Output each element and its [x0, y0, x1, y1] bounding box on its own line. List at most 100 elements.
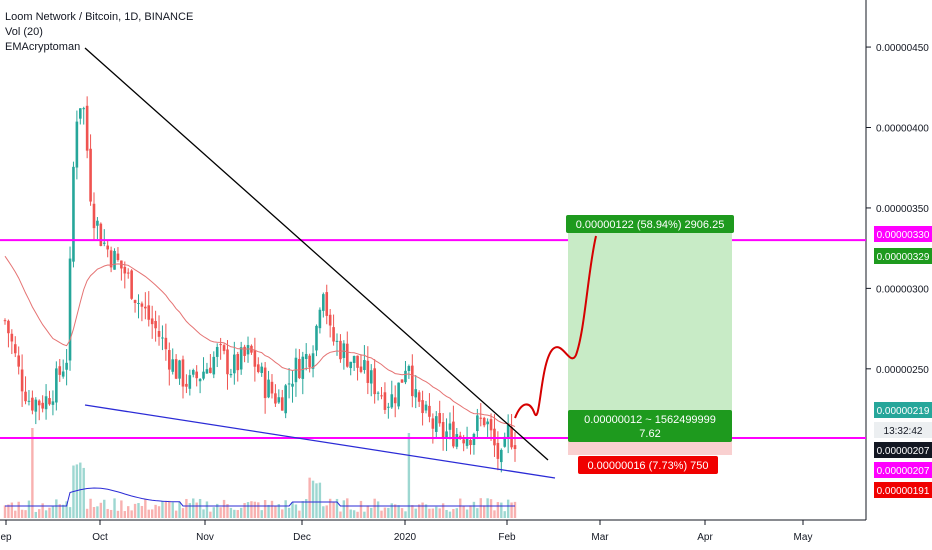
volume-bar	[394, 504, 397, 518]
candle-body	[366, 360, 370, 383]
candle-body	[322, 294, 325, 311]
candle-body	[75, 121, 79, 168]
candle-body	[188, 375, 192, 389]
volume-bar	[380, 510, 383, 518]
volume-bar	[503, 511, 506, 518]
candle-body	[44, 396, 48, 410]
candle-body	[387, 406, 390, 408]
candle-body	[113, 250, 116, 270]
volume-bar	[506, 499, 510, 518]
candle-body	[253, 349, 257, 367]
volume-bar	[452, 509, 455, 518]
volume-bar	[65, 501, 68, 518]
candle-body	[407, 366, 411, 371]
volume-bar	[219, 507, 222, 518]
mid-label-line1: 0.00000012 ~ 1562499999	[584, 414, 716, 426]
x-tick-label: 2020	[394, 532, 417, 543]
volume-bar	[161, 500, 164, 518]
volume-indicator-label[interactable]: Vol (20)	[5, 26, 43, 38]
profit-zone[interactable]	[568, 231, 732, 431]
volume-bar	[465, 509, 469, 518]
volume-bar	[339, 511, 342, 518]
candle-body	[287, 383, 291, 385]
projection-path[interactable]	[514, 235, 597, 419]
candle-body	[116, 253, 120, 260]
chart-legend: Loom Network / Bitcoin, 1D, BINANCE Vol …	[5, 10, 193, 55]
volume-bar	[229, 507, 233, 518]
volume-bar	[352, 510, 356, 518]
candle-body	[215, 346, 219, 357]
volume-bar	[459, 498, 462, 518]
volume-bar	[202, 509, 205, 518]
candle-body	[20, 369, 24, 392]
candle-body	[233, 354, 236, 374]
volume-bar	[356, 511, 359, 518]
candle-body	[3, 320, 7, 322]
volume-bar	[383, 507, 387, 518]
candle-body	[376, 392, 380, 394]
candle-body	[267, 379, 270, 398]
volume-bar	[233, 509, 236, 518]
price-tag-label: 13:32:42	[884, 426, 923, 437]
symbol-title[interactable]: Loom Network / Bitcoin, 1D, BINANCE	[5, 11, 194, 23]
volume-bar	[188, 503, 192, 518]
volume-bar	[209, 511, 212, 518]
volume-bar	[113, 498, 116, 518]
volume-bar	[424, 504, 428, 518]
candle-body	[393, 397, 397, 404]
candle-body	[236, 354, 240, 371]
volume-bar	[486, 498, 489, 518]
volume-bar	[387, 507, 390, 518]
profit-label-box	[566, 215, 734, 233]
x-tick-label: Nov	[196, 532, 214, 543]
candle-body	[222, 345, 226, 351]
candle-body	[96, 220, 99, 226]
ema-indicator-label[interactable]: EMAcryptoman	[5, 41, 81, 53]
candle-body	[489, 419, 493, 431]
candle-body	[51, 401, 55, 405]
volume-bar	[7, 504, 10, 518]
candle-body	[209, 367, 212, 373]
volume-bar	[31, 428, 34, 518]
price-tag-label: 0.00000330	[877, 230, 930, 241]
x-tick-label: Mar	[591, 532, 609, 543]
volume-bar	[140, 505, 144, 518]
volume-bar	[298, 510, 301, 518]
price-tag-label: 0.00000191	[877, 486, 930, 497]
candle-body	[106, 245, 109, 250]
volume-bar	[421, 502, 424, 518]
upper-trend-line[interactable]	[84, 47, 549, 461]
volume-bar	[332, 501, 335, 518]
volume-bar	[373, 498, 376, 518]
lower-trend-line[interactable]	[84, 404, 556, 479]
candle-body	[462, 439, 465, 444]
candle-body	[503, 436, 507, 447]
candle-body	[325, 292, 329, 316]
candle-body	[404, 370, 407, 383]
ema-line	[4, 255, 516, 428]
volume-bar	[390, 503, 393, 518]
x-tick-label: Feb	[498, 532, 516, 543]
candle-body	[99, 223, 103, 246]
price-tag-box	[874, 462, 932, 478]
candle-body	[500, 449, 503, 463]
candle-body	[455, 434, 459, 447]
volume-bar	[305, 499, 308, 518]
candle-body	[315, 325, 318, 351]
candle-body	[513, 445, 517, 450]
volume-bar	[287, 507, 291, 518]
volume-bar	[14, 510, 17, 518]
candle-body	[260, 366, 264, 373]
candle-body	[17, 355, 20, 367]
x-tick-label: ep	[0, 532, 12, 543]
candle-body	[219, 344, 222, 346]
candle-body	[274, 393, 277, 404]
candle-body	[291, 383, 294, 387]
candle-body	[72, 166, 75, 262]
volume-bar	[92, 507, 96, 518]
volume-bar	[239, 507, 243, 518]
volume-bar	[222, 499, 226, 518]
candle-body	[414, 389, 418, 398]
volume-bar	[435, 506, 438, 518]
